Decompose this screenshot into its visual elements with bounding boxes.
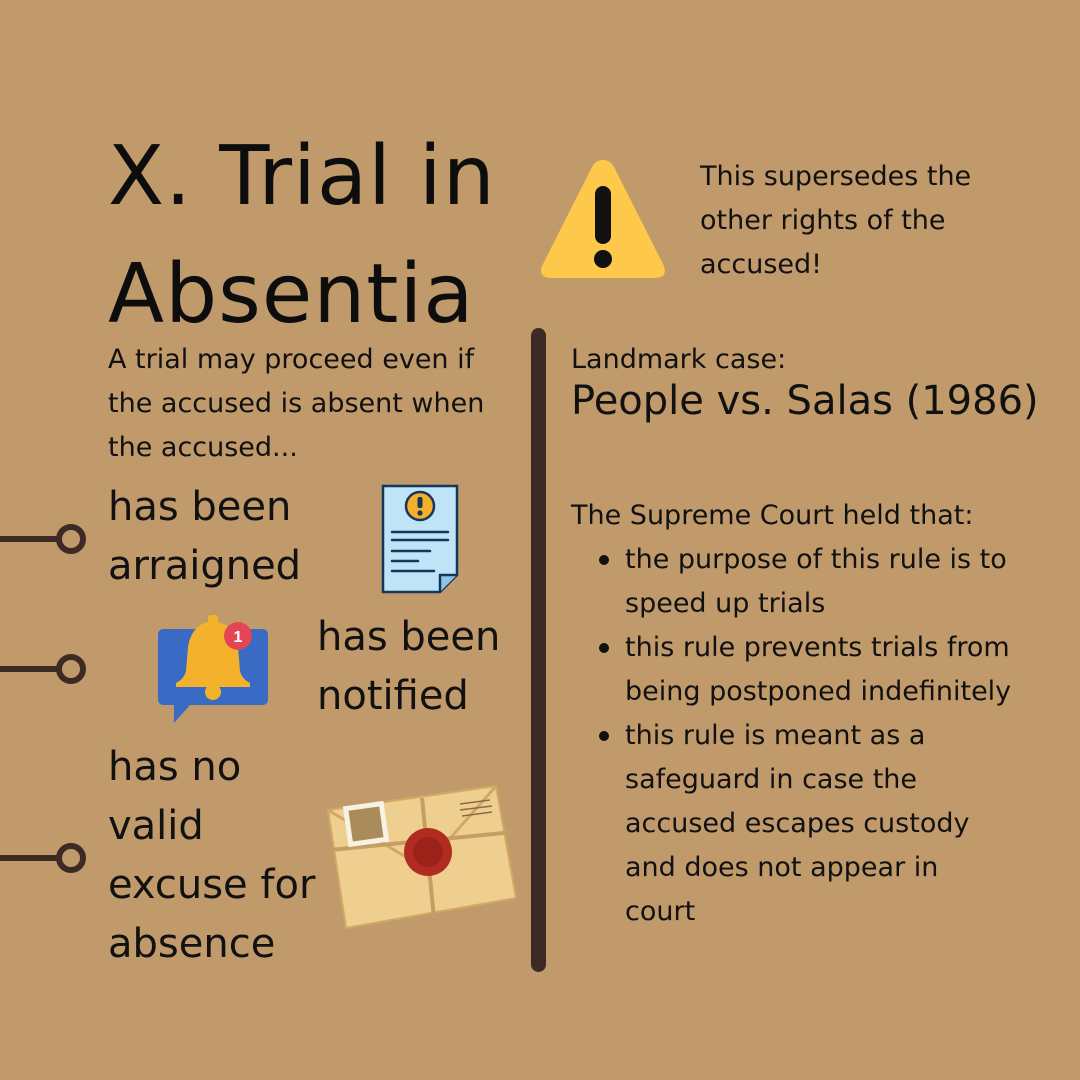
held-intro: The Supreme Court held that: (571, 500, 974, 531)
notification-badge: 1 (234, 629, 243, 646)
list-item: this rule is meant as a safeguard in cas… (597, 714, 1017, 934)
case-name: People vs. Salas (1986) (571, 378, 1039, 424)
document-alert-icon (381, 484, 459, 594)
condition-no-excuse: has no valid excuse for absence (108, 744, 316, 967)
warning-note: This supersedes the other rights of the … (700, 161, 972, 280)
connector-line (0, 524, 86, 554)
holdings-list: the purpose of this rule is to speed up … (597, 538, 1017, 934)
notification-bell-icon: 1 (158, 615, 268, 723)
list-item: this rule prevents trials from being pos… (597, 626, 1017, 714)
condition-arraigned: has been arraigned (108, 484, 302, 589)
vertical-divider (531, 328, 546, 972)
connector-line (0, 654, 86, 684)
list-item: the purpose of this rule is to speed up … (597, 538, 1017, 626)
warning-triangle-icon (541, 160, 665, 278)
sealed-envelope-icon (326, 784, 518, 930)
condition-notified: has been notified (317, 614, 501, 719)
page-title: X. Trial in Absentia (108, 118, 528, 354)
title-line-1: X. Trial in (108, 129, 496, 224)
landmark-label: Landmark case: (571, 344, 787, 375)
connector-line (0, 843, 86, 873)
intro-text: A trial may proceed even if the accused … (108, 344, 485, 463)
title-line-2: Absentia (108, 247, 475, 342)
